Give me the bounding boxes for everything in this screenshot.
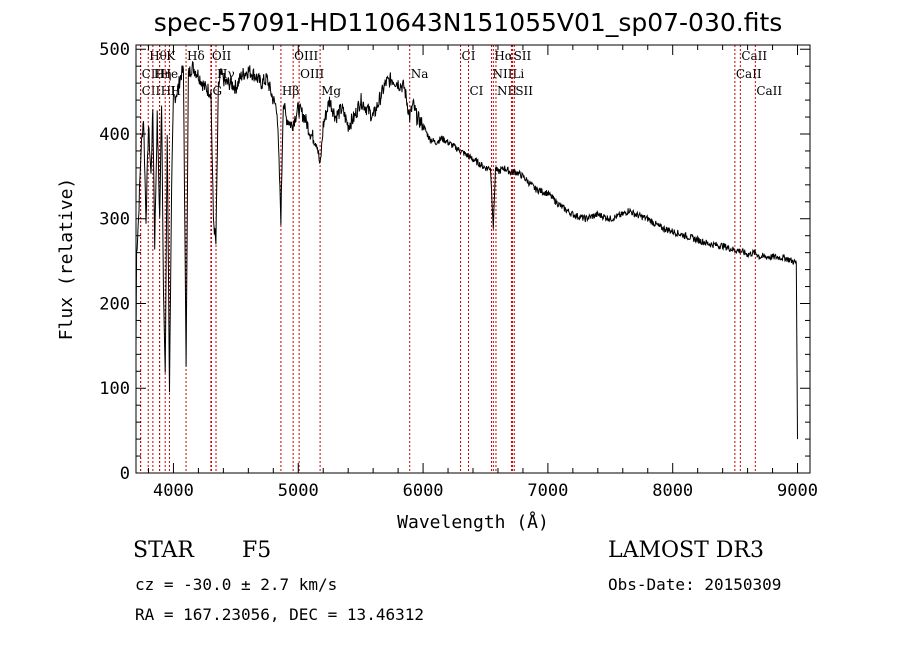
marker-label-23: Li [512,67,524,81]
marker-label-13: OIII [294,49,318,63]
x-tick-label-5: 9000 [777,481,818,501]
y-tick-label-1: 100 [99,379,130,399]
marker-label-9: OII [212,49,232,63]
y-tick-label-3: 300 [99,210,130,230]
marker-label-15: Mg [321,84,341,98]
marker-label-12: Hβ [282,84,299,98]
x-tick-label-2: 6000 [403,481,444,501]
x-axis-label: Wavelength (Å) [397,511,549,533]
y-tick-label-4: 400 [99,125,130,145]
y-tick-label-0: 0 [120,464,130,484]
marker-label-24: SII [515,84,533,98]
marker-label-1: CII [142,67,161,81]
marker-label-2: CII [142,84,161,98]
redshift-text: cz = -30.0 ± 2.7 km/s [135,575,338,594]
marker-label-6: K [166,49,176,63]
x-tick-label-1: 5000 [278,481,319,501]
marker-label-19: Hα [494,49,513,63]
marker-label-17: CI [462,49,476,63]
marker-label-0: Hθ [149,49,167,63]
y-axis-label: Flux (relative) [56,178,77,341]
marker-label-7: H [170,84,180,98]
object-type: STAR [133,538,194,563]
marker-label-22: SII [514,49,532,63]
plot-frame [135,44,811,474]
y-axis: 0 100 200 300 400 500 [99,40,810,484]
survey-name: LAMOST DR3 [608,538,764,563]
marker-label-25: CaII [736,67,762,81]
x-tick-label-0: 4000 [153,481,194,501]
obs-date: Obs-Date: 20150309 [608,575,782,594]
marker-label-14: OIII [300,67,324,81]
marker-label-16: Na [411,67,429,81]
marker-label-4: HI [161,84,176,98]
marker-label-27: CaII [756,84,782,98]
marker-label-11: G [213,84,223,98]
object-class: F5 [242,538,272,563]
chart-title: spec-57091-HD110643N151055V01_sp07-030.f… [153,8,783,37]
marker-label-3: Hη [154,67,172,81]
x-axis: 4000 5000 6000 7000 8000 9000 [147,45,818,501]
x-tick-label-3: 7000 [527,481,568,501]
marker-label-20: NII [492,67,512,81]
marker-label-26: CaII [741,49,767,63]
ra-dec: RA = 167.23056, DEC = 13.46312 [135,605,424,624]
y-tick-label-5: 500 [99,40,130,60]
spectrum-line [135,60,798,440]
marker-label-8: Hδ [187,49,205,63]
y-tick-label-2: 200 [99,294,130,314]
marker-label-18: CI [470,84,484,98]
x-tick-label-4: 8000 [652,481,693,501]
